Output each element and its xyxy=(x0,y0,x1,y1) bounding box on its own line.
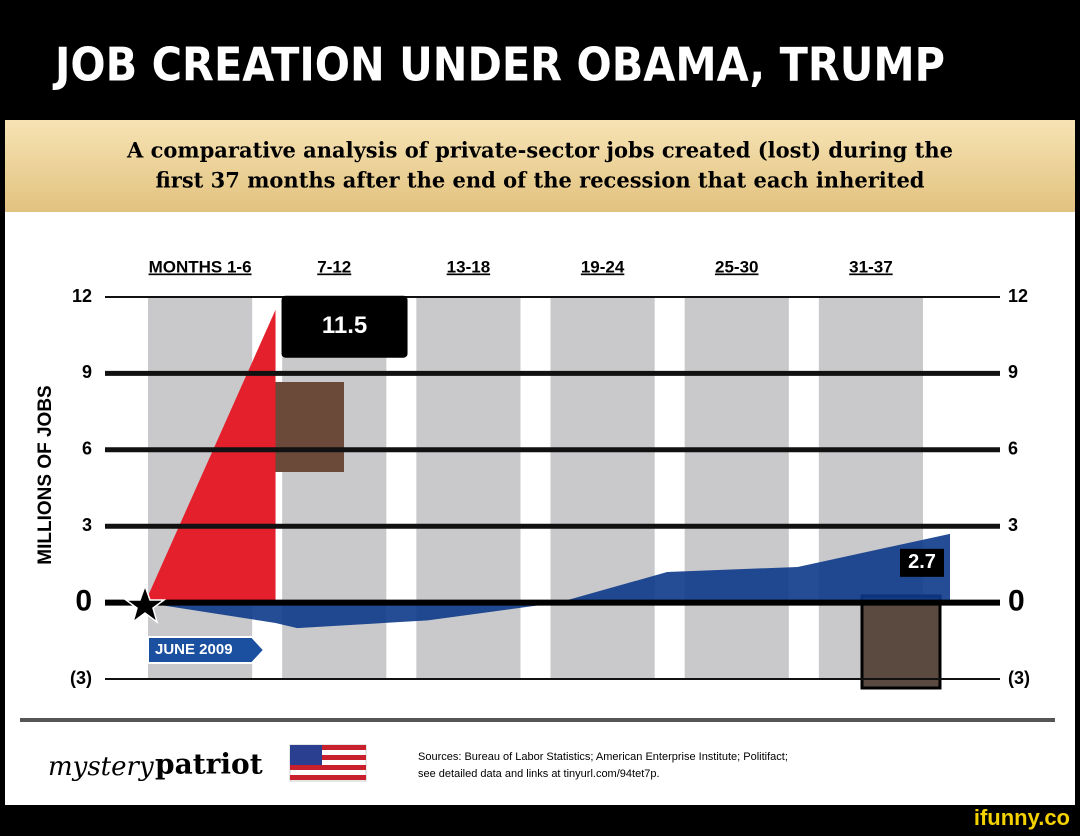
x-tick-label: 13-18 xyxy=(447,257,490,276)
column xyxy=(550,297,655,679)
subtitle-band xyxy=(5,120,1075,212)
y-tick-label: 0 xyxy=(1008,585,1025,618)
y-tick-label: (3) xyxy=(70,668,92,688)
area xyxy=(145,309,276,603)
source: Sources: Bureau of Labor Statistics; Ame… xyxy=(418,751,788,763)
y-tick-label: 6 xyxy=(82,439,92,459)
subtitle: first 37 months after the end of the rec… xyxy=(156,168,925,193)
brand: mystery xyxy=(48,752,154,782)
label-box xyxy=(900,548,944,577)
y-axis-label: MILLIONS OF JOBS xyxy=(35,385,56,564)
y-tick-label: 6 xyxy=(1008,439,1018,459)
y-tick-label: 3 xyxy=(1008,515,1018,535)
x-tick-label: 19-24 xyxy=(581,257,625,276)
subtitle: A comparative analysis of private-sector… xyxy=(126,138,953,163)
data-label: 2.7 xyxy=(908,551,936,573)
chart-title: JOB CREATION UNDER OBAMA, TRUMP xyxy=(52,38,945,92)
watermark: ifunny.co xyxy=(974,805,1070,830)
source: see detailed data and links at tinyurl.c… xyxy=(418,768,660,780)
y-tick-label: 12 xyxy=(1008,286,1028,306)
flag xyxy=(289,744,367,782)
y-tick-label: 9 xyxy=(1008,362,1018,382)
annotation-tag xyxy=(147,636,266,664)
brand: patriot xyxy=(155,748,263,781)
x-tick-label: MONTHS 1-6 xyxy=(149,257,252,276)
y-tick-label: 0 xyxy=(75,585,92,618)
column xyxy=(684,297,789,679)
y-tick-label: 3 xyxy=(82,515,92,535)
annotation: JUNE 2009 xyxy=(155,641,233,658)
column xyxy=(416,297,521,679)
x-tick-label: 31-37 xyxy=(849,257,892,276)
y-tick-label: (3) xyxy=(1008,668,1030,688)
y-tick-label: 9 xyxy=(82,362,92,382)
x-tick-label: 7-12 xyxy=(317,257,351,276)
x-tick-label: 25-30 xyxy=(715,257,758,276)
start-star xyxy=(123,583,167,624)
data-label: 11.5 xyxy=(322,312,367,339)
label-box xyxy=(281,295,408,358)
obama-photo xyxy=(860,594,942,690)
y-tick-label: 12 xyxy=(72,286,92,306)
